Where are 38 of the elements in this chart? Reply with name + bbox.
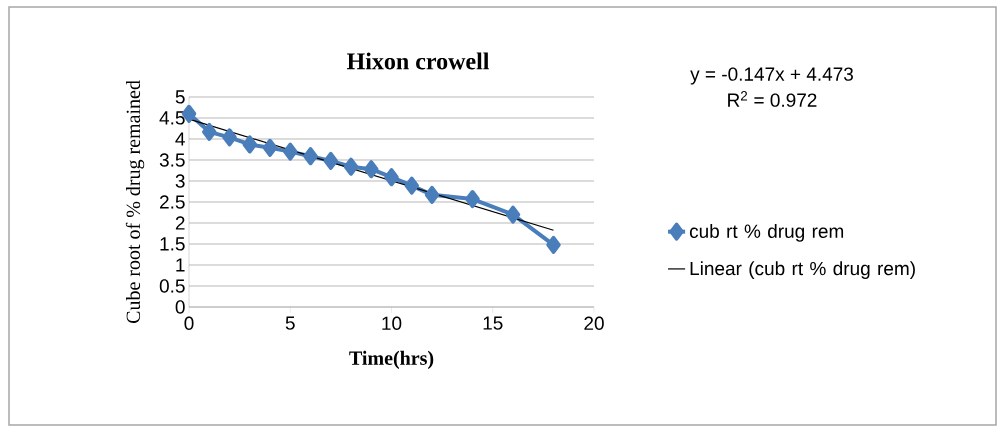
point <box>262 138 278 157</box>
y-tick-label: 1.5 <box>160 237 185 251</box>
x-tick-label: 0 <box>184 316 194 330</box>
x-axis-title: Time(hrs) <box>349 350 434 369</box>
point <box>242 135 258 154</box>
y-axis-title: Cube root of % drug remained <box>125 80 145 324</box>
text: y = -0.147x + 4.473 <box>690 67 853 85</box>
point <box>283 142 298 161</box>
chart-title: Hixon crowell <box>346 52 490 70</box>
point <box>364 160 379 179</box>
point <box>303 147 318 166</box>
x-tick-label: 15 <box>483 316 503 330</box>
point <box>222 128 237 147</box>
y-tick-label: 4 <box>175 132 185 146</box>
text: R$^{2}$ = 0.972 <box>728 91 817 107</box>
point <box>343 157 359 176</box>
point <box>546 235 561 254</box>
y-tick-label: 3.5 <box>159 153 185 167</box>
point <box>505 205 521 224</box>
y-tick-label: 0.5 <box>159 279 185 293</box>
y-tick-label: 3 <box>175 174 185 188</box>
y-tick-label: 2.5 <box>160 195 185 209</box>
y-tick-label: 0 <box>175 300 185 314</box>
point <box>384 168 399 187</box>
y-tick-label: 1 <box>176 258 185 272</box>
point <box>404 176 419 195</box>
x-tick-label: 20 <box>584 316 604 330</box>
point <box>465 190 480 209</box>
legend-label: cub rt % drug rem <box>689 224 844 242</box>
x-tick-label: 5 <box>285 316 295 330</box>
y-tick-label: 2 <box>175 216 185 230</box>
x-tick-label: 10 <box>382 316 402 330</box>
y-tick-label: 5 <box>175 90 185 104</box>
legend-label: Linear (cub rt % drug rem) <box>690 261 915 279</box>
y-tick-label: 4.5 <box>159 111 185 125</box>
point <box>424 185 440 204</box>
point <box>202 122 217 141</box>
point <box>323 151 339 170</box>
